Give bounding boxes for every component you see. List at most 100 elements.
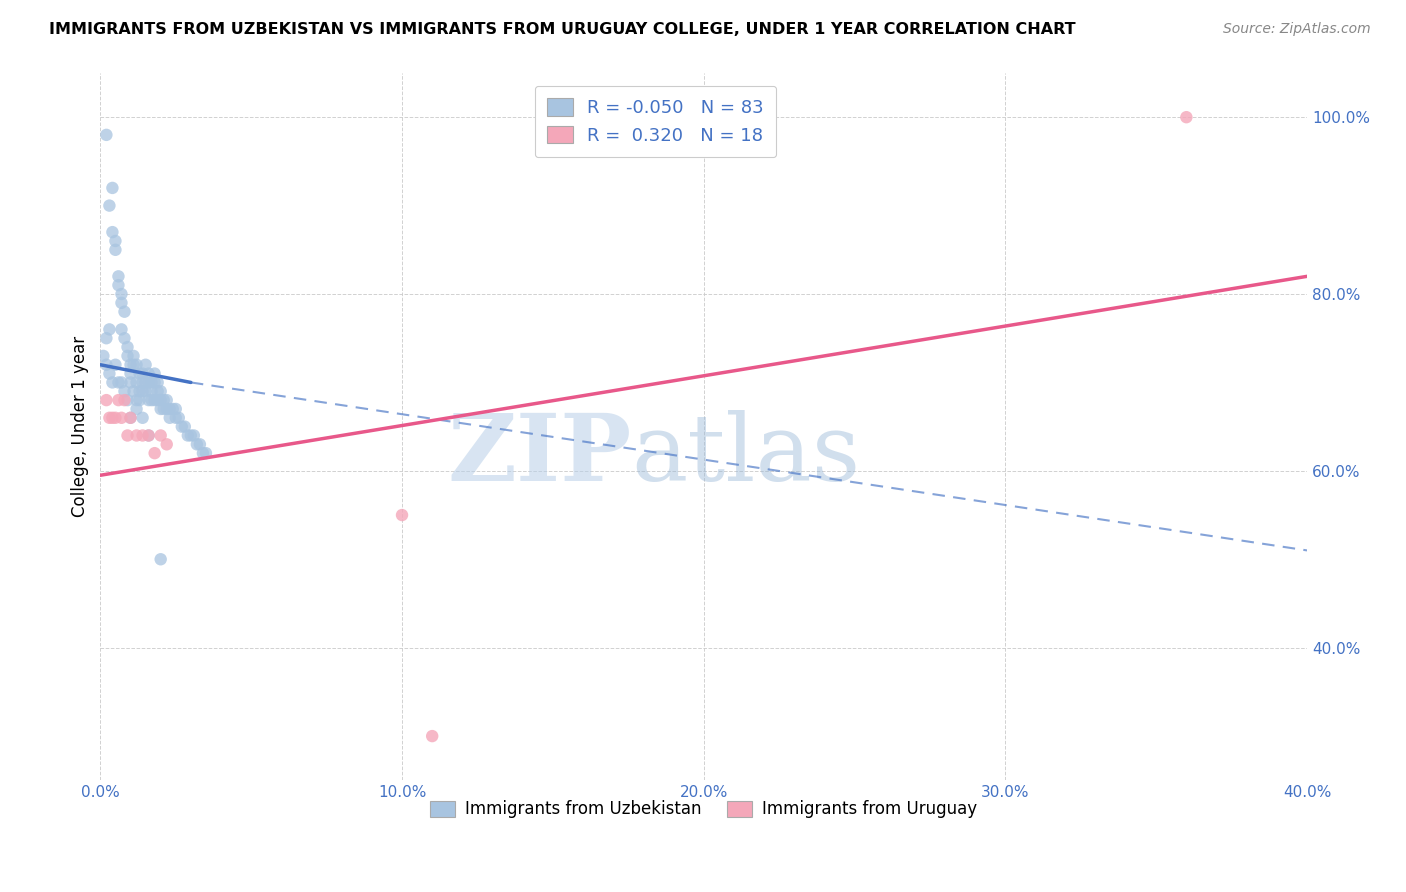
- Point: [152, 401, 174, 416]
- Point: [135, 384, 157, 399]
- Point: [98, 367, 121, 381]
- Point: [131, 367, 153, 381]
- Point: [146, 376, 169, 390]
- Point: [117, 340, 139, 354]
- Point: [125, 401, 148, 416]
- Point: [107, 278, 129, 293]
- Point: [138, 376, 160, 390]
- Point: [149, 552, 172, 566]
- Point: [141, 376, 163, 390]
- Point: [101, 225, 124, 239]
- Text: IMMIGRANTS FROM UZBEKISTAN VS IMMIGRANTS FROM URUGUAY COLLEGE, UNDER 1 YEAR CORR: IMMIGRANTS FROM UZBEKISTAN VS IMMIGRANTS…: [49, 22, 1076, 37]
- Point: [1175, 110, 1198, 124]
- Point: [162, 401, 184, 416]
- Point: [98, 322, 121, 336]
- Point: [143, 367, 166, 381]
- Point: [107, 376, 129, 390]
- Point: [152, 393, 174, 408]
- Point: [391, 508, 413, 522]
- Point: [146, 384, 169, 399]
- Point: [149, 393, 172, 408]
- Point: [93, 349, 115, 363]
- Point: [96, 128, 118, 142]
- Point: [183, 428, 205, 442]
- Point: [101, 376, 124, 390]
- Point: [138, 428, 160, 442]
- Point: [114, 393, 136, 408]
- Point: [120, 358, 142, 372]
- Point: [104, 410, 127, 425]
- Point: [186, 437, 208, 451]
- Point: [149, 401, 172, 416]
- Point: [122, 384, 145, 399]
- Point: [420, 729, 443, 743]
- Point: [96, 393, 118, 408]
- Point: [165, 410, 187, 425]
- Point: [131, 376, 153, 390]
- Point: [156, 437, 179, 451]
- Point: [104, 358, 127, 372]
- Point: [131, 410, 153, 425]
- Point: [110, 287, 132, 301]
- Point: [122, 349, 145, 363]
- Point: [149, 384, 172, 399]
- Point: [128, 367, 150, 381]
- Point: [96, 331, 118, 345]
- Point: [120, 367, 142, 381]
- Point: [177, 428, 200, 442]
- Point: [120, 410, 142, 425]
- Point: [110, 322, 132, 336]
- Point: [138, 367, 160, 381]
- Point: [107, 269, 129, 284]
- Point: [120, 410, 142, 425]
- Point: [149, 428, 172, 442]
- Point: [110, 376, 132, 390]
- Point: [128, 393, 150, 408]
- Point: [131, 428, 153, 442]
- Point: [117, 428, 139, 442]
- Point: [101, 410, 124, 425]
- Point: [125, 428, 148, 442]
- Point: [101, 181, 124, 195]
- Point: [117, 349, 139, 363]
- Point: [141, 384, 163, 399]
- Point: [114, 304, 136, 318]
- Point: [128, 384, 150, 399]
- Point: [156, 393, 179, 408]
- Point: [143, 446, 166, 460]
- Point: [104, 243, 127, 257]
- Point: [114, 384, 136, 399]
- Point: [146, 393, 169, 408]
- Point: [107, 393, 129, 408]
- Point: [98, 410, 121, 425]
- Point: [191, 446, 214, 460]
- Point: [125, 393, 148, 408]
- Text: ZIP: ZIP: [447, 410, 631, 500]
- Point: [122, 358, 145, 372]
- Point: [156, 401, 179, 416]
- Point: [135, 376, 157, 390]
- Point: [180, 428, 202, 442]
- Point: [125, 376, 148, 390]
- Point: [159, 401, 181, 416]
- Point: [159, 410, 181, 425]
- Y-axis label: College, Under 1 year: College, Under 1 year: [72, 336, 89, 517]
- Point: [167, 410, 190, 425]
- Point: [194, 446, 217, 460]
- Point: [131, 384, 153, 399]
- Point: [170, 419, 193, 434]
- Point: [125, 358, 148, 372]
- Point: [117, 393, 139, 408]
- Point: [143, 376, 166, 390]
- Point: [114, 331, 136, 345]
- Point: [96, 358, 118, 372]
- Text: Source: ZipAtlas.com: Source: ZipAtlas.com: [1223, 22, 1371, 37]
- Point: [165, 401, 187, 416]
- Point: [98, 198, 121, 212]
- Point: [188, 437, 211, 451]
- Point: [110, 410, 132, 425]
- Point: [138, 428, 160, 442]
- Point: [120, 376, 142, 390]
- Legend: Immigrants from Uzbekistan, Immigrants from Uruguay: Immigrants from Uzbekistan, Immigrants f…: [423, 794, 984, 825]
- Point: [143, 393, 166, 408]
